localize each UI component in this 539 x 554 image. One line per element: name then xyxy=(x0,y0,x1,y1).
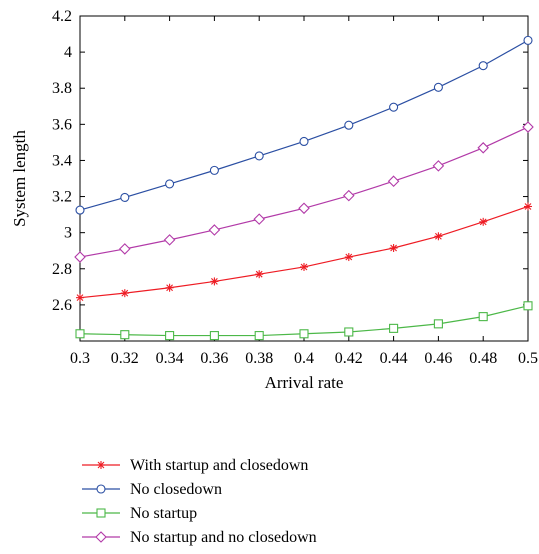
data-point-square xyxy=(75,329,85,339)
data-point-star xyxy=(120,289,129,298)
data-point-diamond xyxy=(208,224,221,236)
x-tick-label: 0.34 xyxy=(156,350,184,367)
data-point-circle xyxy=(165,179,175,189)
data-point-star xyxy=(76,293,84,302)
data-point-star xyxy=(300,262,308,271)
legend-item-1: No closedown xyxy=(82,481,222,498)
y-tick-label: 3 xyxy=(64,225,72,242)
data-point-star xyxy=(524,202,532,211)
plot-area: 0.3 0.32 0.34 0.36 0.38 0.4 0.42 0.44 0.46 0.48 0.… xyxy=(10,8,538,392)
data-point-circle xyxy=(389,102,399,112)
data-point-diamond xyxy=(432,160,445,172)
data-point-square xyxy=(120,330,130,340)
y-tick-label: 3.6 xyxy=(52,116,72,133)
data-point-square xyxy=(523,301,533,311)
y-axis-label: System length xyxy=(10,130,29,227)
data-point-star xyxy=(255,270,264,279)
data-point-diamond xyxy=(119,243,131,255)
x-tick-label: 0.42 xyxy=(335,350,363,367)
x-tick-label: 0.44 xyxy=(380,350,408,367)
data-point-diamond xyxy=(298,202,310,215)
data-point-star xyxy=(344,253,353,262)
x-tick-label: 0.5 xyxy=(518,350,538,367)
data-point-circle xyxy=(75,205,85,215)
data-point-square xyxy=(478,312,488,322)
data-point-circle xyxy=(344,120,354,130)
legend-item-0: With startup and closedown xyxy=(82,457,308,474)
data-point-diamond xyxy=(387,175,400,187)
x-tick-label: 0.36 xyxy=(200,350,228,367)
data-point-square xyxy=(96,508,106,518)
x-tick-label: 0.48 xyxy=(469,350,497,367)
series-3 xyxy=(74,121,534,263)
y-tick-label: 4 xyxy=(64,44,72,61)
data-point-circle xyxy=(433,82,443,92)
y-tick-label: 4.2 xyxy=(52,8,72,25)
series-line xyxy=(79,205,529,299)
data-point-circle xyxy=(209,165,219,175)
data-point-square xyxy=(299,329,309,339)
data-point-diamond xyxy=(477,142,489,154)
data-point-circle xyxy=(96,484,106,494)
legend-label: With startup and closedown xyxy=(130,457,308,474)
x-axis-label: Arrival rate xyxy=(265,373,344,392)
legend-label: No closedown xyxy=(130,481,222,498)
data-point-star xyxy=(210,277,219,286)
series-line xyxy=(79,39,529,211)
y-tick-label: 3.2 xyxy=(52,189,72,206)
data-point-star xyxy=(479,217,488,226)
data-point-diamond xyxy=(163,234,176,246)
legend-item-2: No startup xyxy=(82,505,197,522)
data-point-star xyxy=(434,232,443,241)
x-tick-label: 0.4 xyxy=(294,350,314,367)
y-tick-label: 2.8 xyxy=(52,261,72,278)
data-point-circle xyxy=(120,192,130,203)
data-point-square xyxy=(389,323,399,333)
data-point-square xyxy=(209,331,219,341)
data-point-star xyxy=(97,461,105,469)
series-1 xyxy=(75,35,533,215)
legend-label: No startup and no closedown xyxy=(130,529,317,546)
data-point-square xyxy=(254,331,264,341)
data-point-circle xyxy=(478,61,488,71)
x-tick-label: 0.3 xyxy=(70,350,90,367)
legend: With startup and closedown No closedown No… xyxy=(82,457,317,546)
data-point-square xyxy=(165,331,175,341)
data-point-diamond xyxy=(74,251,86,263)
series-2 xyxy=(75,301,533,341)
data-point-square xyxy=(433,319,443,329)
series-line xyxy=(79,126,529,258)
x-tick-label: 0.38 xyxy=(245,350,273,367)
legend-item-3: No startup and no closedown xyxy=(82,529,317,546)
data-point-star xyxy=(165,283,174,292)
legend-label: No startup xyxy=(130,505,197,522)
x-tick-label: 0.46 xyxy=(424,350,452,367)
data-point-circle xyxy=(523,35,533,45)
data-point-diamond xyxy=(343,189,355,202)
y-tick-label: 3.8 xyxy=(52,80,72,97)
data-point-star xyxy=(389,244,398,253)
axes-frame xyxy=(79,15,529,342)
data-point-diamond xyxy=(253,213,265,225)
series-0 xyxy=(76,202,532,302)
y-tick-label: 2.6 xyxy=(52,297,72,314)
data-point-circle xyxy=(254,151,264,161)
data-point-circle xyxy=(299,136,309,147)
y-tick-label: 3.4 xyxy=(52,152,72,169)
x-tick-label: 0.32 xyxy=(111,350,139,367)
data-point-diamond xyxy=(95,531,107,543)
data-point-square xyxy=(344,327,354,337)
data-point-diamond xyxy=(522,121,534,133)
